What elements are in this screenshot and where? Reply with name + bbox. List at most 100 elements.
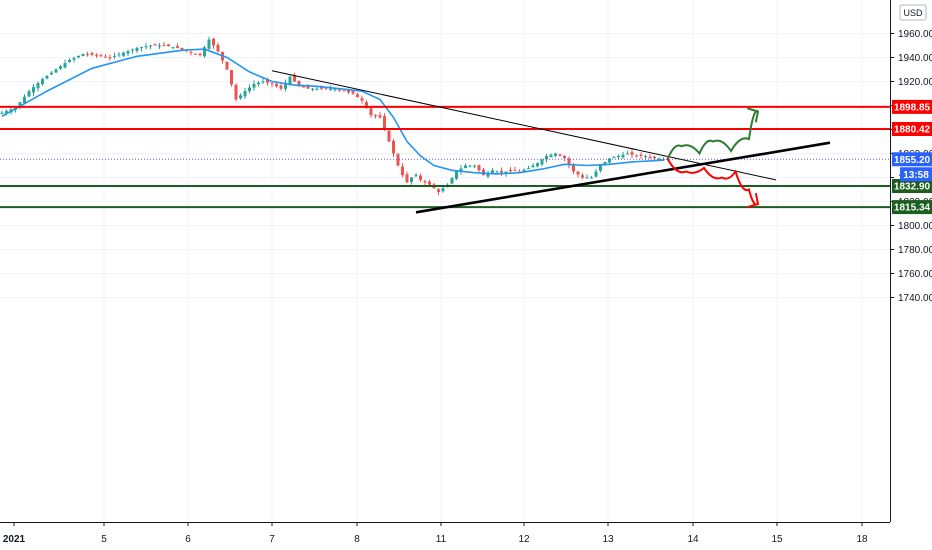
candle-body	[639, 154, 643, 156]
level-label: 1815.34	[894, 203, 931, 214]
y-tick-label: 1800.00	[898, 221, 932, 232]
candle-body	[464, 165, 467, 169]
candle-body	[72, 57, 76, 60]
y-tick-label: 1780.00	[898, 245, 932, 256]
candle-body	[36, 83, 40, 89]
candle-body	[527, 167, 530, 169]
bullish-scenario-path[interactable]	[667, 110, 759, 160]
x-tick-label: 18	[856, 534, 868, 545]
currency-label: USD	[903, 8, 923, 18]
candle-body	[23, 96, 26, 104]
support-level-marker	[892, 200, 932, 215]
candle-body	[167, 44, 170, 47]
candle-body	[603, 161, 607, 165]
candle-body	[563, 156, 566, 159]
x-tick-label: 2021	[3, 534, 26, 545]
resistance-level-marker	[892, 121, 932, 136]
candle-body	[356, 94, 359, 98]
candle-body	[644, 155, 647, 157]
candle-body	[180, 47, 184, 50]
candle-body	[230, 70, 233, 85]
candle-body	[45, 75, 49, 79]
candle-body	[441, 188, 445, 192]
candle-body	[117, 54, 121, 56]
moving-average-layer	[1, 48, 664, 175]
candle-body	[653, 156, 656, 159]
candle-body	[594, 171, 598, 177]
candle-body	[50, 72, 53, 75]
ascending-support-trendline[interactable]	[415, 141, 831, 214]
candle-body	[243, 91, 247, 97]
candle-body	[104, 56, 107, 58]
candle-body	[509, 170, 512, 172]
candle-body	[239, 95, 242, 99]
x-tick-label: 14	[687, 534, 699, 545]
candle-body	[572, 164, 575, 172]
candle-body	[315, 88, 319, 90]
candle-body	[329, 88, 332, 90]
candle-body	[5, 111, 8, 114]
chart-grid	[0, 0, 890, 522]
candle-body	[369, 108, 373, 116]
candle-body	[212, 38, 215, 46]
candle-body	[27, 91, 31, 97]
candle-body	[86, 54, 89, 56]
y-tick-label: 1960.00	[898, 29, 932, 40]
candle-body	[252, 83, 256, 88]
candle-body	[401, 166, 404, 176]
candle-body	[32, 87, 35, 93]
candle-body	[18, 102, 22, 108]
candle-body	[455, 171, 458, 179]
candle-body	[171, 47, 175, 49]
candle-body	[477, 165, 481, 171]
y-tick-label: 1760.00	[898, 269, 932, 280]
candle-body	[378, 115, 382, 118]
candle-body	[387, 130, 391, 142]
candle-body	[414, 175, 418, 177]
candle-body	[266, 80, 269, 83]
candle-body	[351, 91, 355, 94]
resistance-level-marker	[892, 99, 932, 114]
candle-body	[176, 46, 179, 48]
candle-body	[68, 59, 71, 62]
candle-body	[635, 155, 638, 157]
candle-body	[558, 154, 562, 156]
candle-body	[626, 153, 629, 155]
x-tick-label: 7	[269, 534, 275, 545]
currency-badge[interactable]: USD	[899, 4, 927, 21]
candle-body	[423, 181, 427, 183]
candle-body	[657, 158, 661, 160]
x-tick-label: 15	[771, 534, 783, 545]
bearish-scenario-path[interactable]	[667, 158, 759, 206]
candle-body	[225, 61, 229, 70]
candle-body	[275, 83, 278, 87]
candle-body	[648, 156, 652, 158]
x-tick-label: 12	[518, 534, 530, 545]
candle-body	[473, 165, 476, 167]
candle-body	[261, 81, 265, 83]
candle-body	[270, 82, 274, 84]
candle-body	[333, 88, 337, 90]
level-label: 1898.85	[894, 102, 931, 113]
price-axis-panel	[890, 0, 932, 522]
candle-body	[257, 82, 260, 85]
candle-body	[108, 57, 112, 59]
candle-body	[203, 47, 206, 57]
candle-body	[392, 140, 395, 154]
price-axis-markers: 1898.85 1880.42 1832.90 1815.34 1855.20 13:58	[892, 99, 932, 215]
down-arrow-icon	[747, 192, 759, 208]
candle-body	[248, 87, 251, 92]
candle-body	[531, 165, 535, 168]
candle-body	[207, 39, 211, 49]
candle-body	[284, 82, 287, 89]
candle-body	[194, 53, 197, 55]
candle-body	[428, 181, 431, 185]
candle-body	[621, 154, 625, 158]
candle-body	[297, 80, 301, 87]
descending-resistance-trendline[interactable]	[271, 70, 777, 181]
candle-body	[306, 86, 310, 89]
candle-body	[279, 85, 283, 89]
candle-body	[410, 177, 413, 183]
time-axis-ticks[interactable]: 2021 5 6 7 8 11 12 13 14 15 18	[3, 522, 868, 545]
